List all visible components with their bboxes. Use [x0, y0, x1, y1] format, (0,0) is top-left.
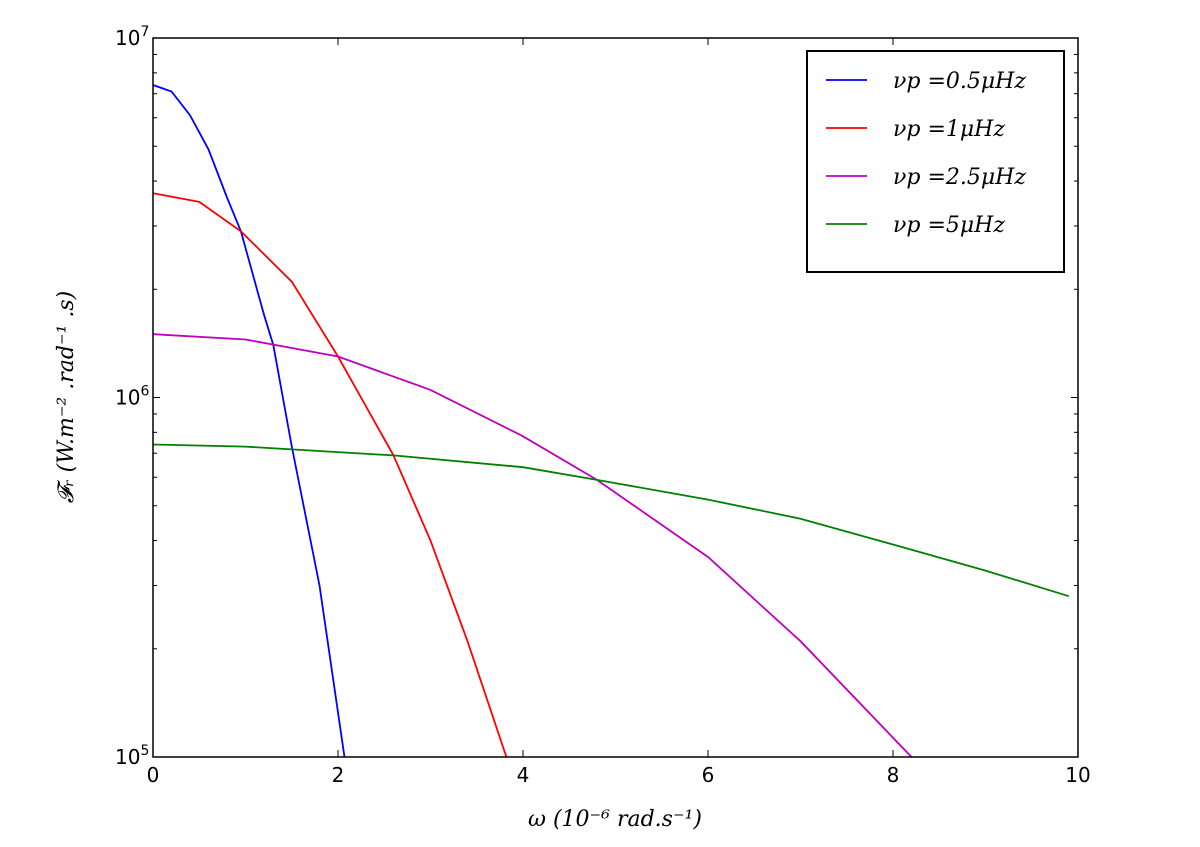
- axis-tick-labels: 0 2 4 6 8 10 105 106 107: [115, 24, 1091, 787]
- x-tick-label: 10: [1065, 763, 1090, 787]
- plot-lines: [153, 84, 1070, 757]
- legend-label-3: νp =5μHz: [893, 213, 1005, 238]
- legend-label-1: νp =1μHz: [893, 117, 1005, 142]
- x-tick-label: 4: [517, 763, 530, 787]
- series-line-3: [153, 443, 1070, 598]
- legend-label-0: νp =0.5μHz: [893, 69, 1026, 94]
- x-tick-label: 6: [702, 763, 715, 787]
- axis-ticks: [152, 37, 1079, 758]
- legend: νp =0.5μHz νp =1μHz νp =2.5μHz νp =5μHz: [806, 50, 1065, 273]
- x-tick-label: 8: [887, 763, 900, 787]
- y-tick-label: 107: [115, 24, 149, 50]
- y-axis-title: 𝓕ᵣ (W.m⁻² .rad⁻¹ .s): [54, 291, 79, 504]
- legend-box: [806, 50, 1065, 273]
- legend-label-2: νp =2.5μHz: [893, 165, 1026, 190]
- legend-items: νp =0.5μHz νp =1μHz νp =2.5μHz νp =5μHz: [826, 69, 1026, 238]
- series-line-2: [153, 333, 913, 757]
- x-tick-label: 0: [147, 763, 160, 787]
- y-tick-label: 105: [115, 743, 149, 769]
- y-tick-label: 106: [115, 384, 149, 410]
- x-tick-label: 2: [332, 763, 345, 787]
- x-axis-title: ω (10⁻⁶ rad.s⁻¹): [528, 807, 702, 832]
